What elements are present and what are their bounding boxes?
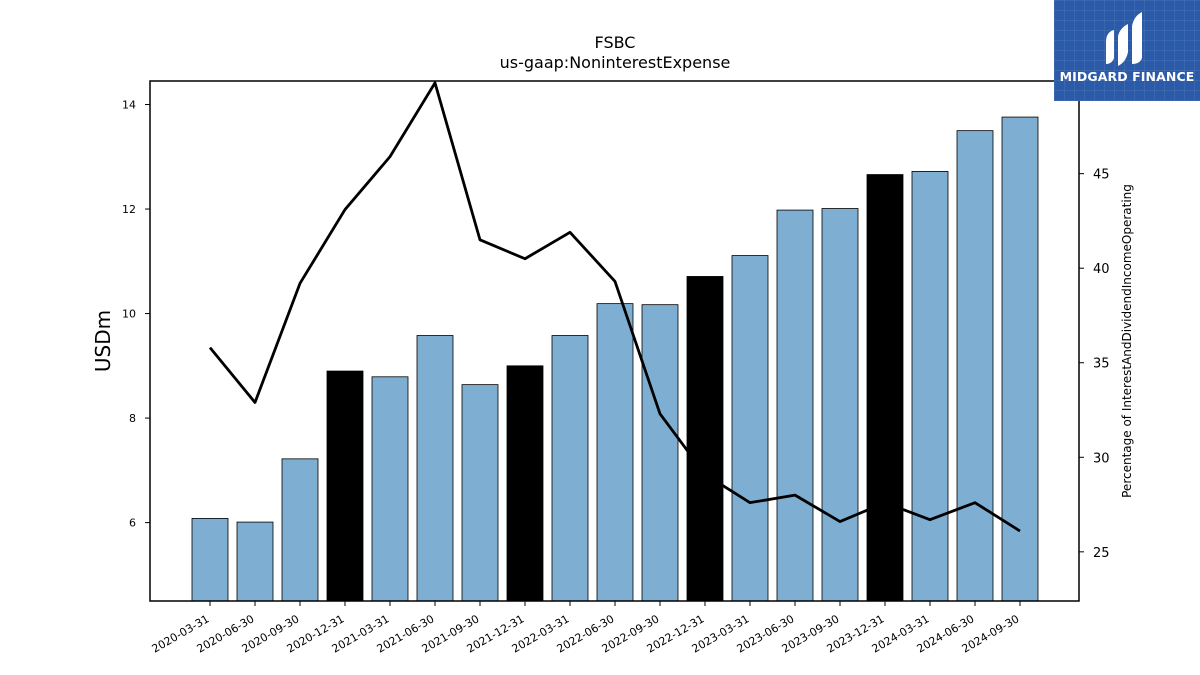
bar-2020-12-31 — [326, 370, 364, 602]
y2-tick-label: 25 — [1093, 546, 1110, 561]
y-tick-label: 12 — [122, 203, 136, 216]
bar-2021-03-31 — [371, 376, 409, 602]
logo-text: MIDGARD FINANCE — [1059, 69, 1195, 84]
bar-2023-12-31 — [866, 174, 904, 602]
y-tick-label: 10 — [122, 308, 136, 321]
bar-2021-06-30 — [416, 335, 454, 602]
y2-tick-label: 35 — [1093, 357, 1110, 372]
bar-2023-09-30 — [821, 208, 859, 602]
bar-2024-09-30 — [1001, 116, 1039, 602]
bar-group — [191, 116, 1039, 602]
y2-tick-label: 30 — [1093, 451, 1110, 466]
bar-2020-09-30 — [281, 458, 319, 602]
y2-tick-label: 45 — [1093, 168, 1110, 183]
x-axis: 2020-03-312020-06-302020-09-302020-12-31… — [150, 601, 1022, 656]
y-tick-label: 6 — [129, 517, 136, 530]
bar-2022-09-30 — [641, 304, 679, 602]
y-tick-label: 8 — [129, 412, 136, 425]
bar-2022-06-30 — [596, 303, 634, 602]
y-tick-label: 14 — [122, 99, 136, 112]
bar-2023-06-30 — [776, 209, 814, 602]
y-axis-label: USDm — [91, 310, 115, 372]
bar-2021-09-30 — [461, 384, 499, 602]
bar-2020-06-30 — [236, 521, 274, 602]
brand-logo: MIDGARD FINANCE — [1054, 0, 1200, 101]
y2-tick-label: 40 — [1093, 262, 1110, 277]
bar-2024-03-31 — [911, 171, 949, 602]
bar-2020-03-31 — [191, 518, 229, 602]
y2-axis-label: Percentage of InterestAndDividendIncomeO… — [1120, 184, 1134, 498]
percentage-line — [208, 81, 1021, 533]
bar-2021-12-31 — [506, 365, 544, 602]
bar-2023-03-31 — [731, 255, 769, 602]
chart-title: FSBC — [595, 33, 636, 52]
y-axis-left: 6 8 10 12 14 — [122, 99, 150, 530]
chart-subtitle: us-gaap:NoninterestExpense — [500, 53, 731, 72]
bar-2022-03-31 — [551, 335, 589, 602]
bar-2022-12-31 — [686, 276, 724, 602]
line-series — [208, 81, 1021, 533]
midgard-logo-icon — [1106, 12, 1142, 66]
y-axis-right: 25 30 35 40 45 — [1079, 168, 1110, 561]
bar-2024-06-30 — [956, 130, 994, 602]
